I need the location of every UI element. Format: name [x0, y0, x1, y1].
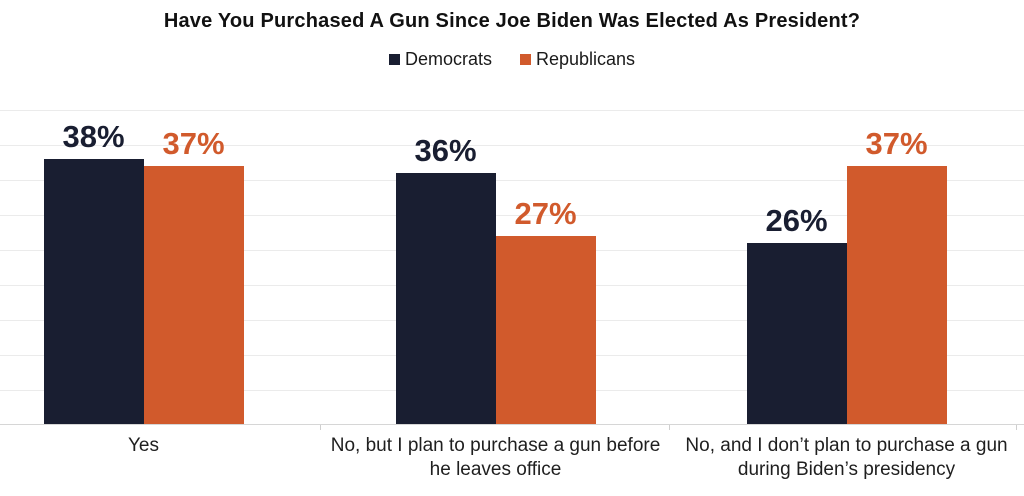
bar-democrats-0 [43, 159, 144, 425]
bar-republicans-2 [846, 166, 947, 425]
legend-swatch-republicans [519, 54, 531, 65]
bar-democrats-2 [746, 243, 847, 425]
legend-item-republicans: Republicans [519, 49, 636, 70]
gridline [0, 215, 1024, 216]
category-label-0: Yes [128, 435, 159, 456]
value-label-democrats-1: 36% [414, 133, 477, 169]
gridline [0, 145, 1024, 146]
legend-item-democrats: Democrats [388, 49, 492, 70]
legend-label-republicans: Republicans [535, 49, 636, 69]
axis-tick-1 [668, 425, 670, 430]
plot-area: 38% 37% 36% 27% 26% 37% [0, 110, 1024, 425]
value-label-republicans-1: 27% [514, 196, 577, 232]
bar-republicans-0 [143, 166, 244, 425]
axis-tick-2 [1016, 425, 1017, 430]
bar-democrats-1 [395, 173, 496, 425]
chart-legend: Democrats Republicans [0, 49, 1024, 70]
gridline [0, 180, 1024, 181]
category-label-1: No, but I plan to purchase a gun before … [330, 435, 661, 481]
chart-title: Have You Purchased A Gun Since Joe Biden… [163, 10, 861, 32]
legend-swatch-democrats [388, 54, 400, 65]
value-label-democrats-0: 38% [62, 119, 125, 155]
legend-label-democrats: Democrats [404, 49, 492, 69]
value-label-republicans-0: 37% [162, 126, 225, 162]
value-label-republicans-2: 37% [865, 126, 928, 162]
value-label-democrats-2: 26% [765, 203, 828, 239]
x-axis-baseline [0, 424, 1024, 425]
gridline [0, 110, 1024, 111]
bar-republicans-1 [495, 236, 596, 425]
category-label-2: No, and I don’t plan to purchase a gun d… [685, 435, 1008, 481]
axis-tick-0 [320, 425, 321, 430]
